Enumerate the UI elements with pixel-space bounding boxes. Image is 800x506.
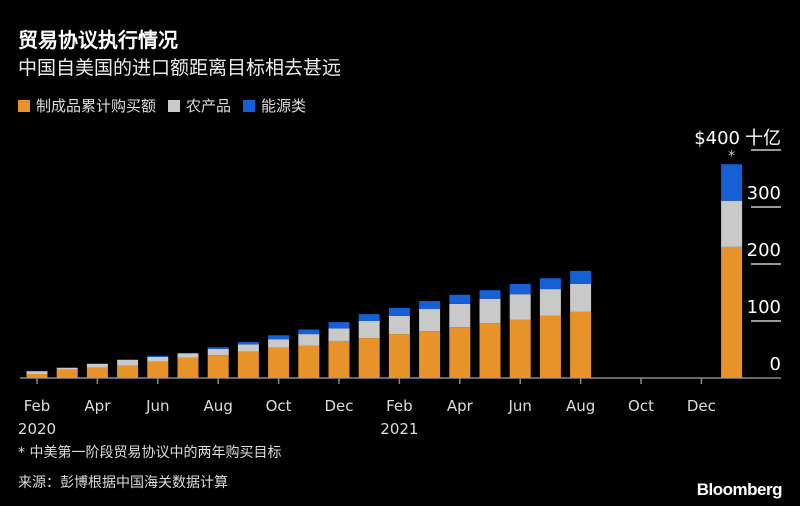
bar-agriculture (358, 321, 380, 339)
y-tick-label: 300 (747, 183, 781, 204)
y-tick-label: 200 (747, 240, 781, 261)
x-tick-label: Aug (566, 397, 595, 415)
bar-manufactured (207, 355, 229, 378)
bar-agriculture (207, 348, 229, 356)
x-tick-label: Dec (324, 397, 353, 415)
bar-agriculture (117, 359, 139, 366)
x-tick-label: Oct (266, 397, 292, 415)
bar-energy (147, 355, 169, 357)
bar-manufactured (419, 331, 441, 378)
bar-manufactured (479, 323, 501, 378)
y-tick-label: 100 (747, 297, 781, 318)
x-tick-year: 2020 (18, 420, 56, 438)
bar-energy (268, 335, 290, 340)
x-tick-label: Jun (507, 397, 531, 415)
bar-energy (509, 283, 531, 295)
x-tick-label: Aug (204, 397, 233, 415)
legend: 制成品累计购买额 农产品 能源类 (18, 95, 306, 116)
bar-agriculture (570, 283, 592, 312)
bar-agriculture (147, 356, 169, 362)
bar-agriculture (56, 367, 78, 370)
bar-energy (419, 301, 441, 310)
bar-agriculture (419, 309, 441, 332)
bar-agriculture (298, 334, 320, 346)
y-axis-unit: 十亿 (745, 128, 781, 149)
bar-energy (479, 290, 501, 299)
bar-energy (237, 342, 259, 345)
bar-agriculture (237, 344, 259, 352)
legend-item-manufactured: 制成品累计购买额 (18, 95, 156, 116)
y-tick-label: 0 (770, 354, 781, 375)
bar-agriculture (328, 328, 350, 341)
bar-manufactured (388, 334, 410, 378)
legend-label: 农产品 (186, 97, 232, 115)
source-note: 来源：彭博根据中国海关数据计算 (18, 475, 228, 491)
bar-agriculture (388, 315, 410, 335)
bar-energy (177, 352, 199, 354)
bar-agriculture (177, 353, 199, 358)
bar-manufactured (298, 345, 320, 378)
bar-agriculture (26, 371, 48, 375)
bar-energy (388, 307, 410, 316)
target-bar-manufactured (721, 246, 743, 378)
bar-energy (358, 314, 380, 321)
legend-item-energy: 能源类 (243, 95, 306, 116)
target-asterisk: * (728, 148, 735, 164)
bar-energy (449, 294, 471, 304)
x-tick-label: Apr (84, 397, 111, 415)
legend-label: 能源类 (261, 97, 307, 115)
y-tick-label: $400 (694, 128, 740, 149)
bar-energy (328, 322, 350, 329)
target-bar-energy (721, 164, 743, 201)
bar-manufactured (328, 340, 350, 378)
x-tick-label: Apr (447, 397, 474, 415)
chart-title: 贸易协议执行情况 (18, 28, 178, 52)
bar-agriculture (479, 298, 501, 324)
bar-agriculture (509, 294, 531, 320)
x-tick-label: Feb (386, 397, 413, 415)
bar-manufactured (117, 365, 139, 378)
x-tick-label: Dec (687, 397, 716, 415)
bar-manufactured (86, 367, 108, 378)
x-tick-year: 2021 (380, 420, 418, 438)
bloomberg-logo: Bloomberg (696, 480, 783, 499)
bar-manufactured (539, 315, 561, 378)
bar-energy (298, 329, 320, 335)
bar-agriculture (539, 289, 561, 316)
footnote: * 中美第一阶段贸易协议中的两年购买目标 (18, 445, 282, 461)
bar-agriculture (268, 339, 290, 348)
bar-manufactured (237, 351, 259, 378)
bar-manufactured (358, 338, 380, 378)
bar-manufactured (509, 319, 531, 378)
bar-manufactured (449, 327, 471, 378)
chart-subtitle: 中国自美国的进口额距离目标相去甚远 (18, 57, 342, 79)
bar-agriculture (449, 303, 471, 328)
bar-manufactured (147, 361, 169, 378)
bar-manufactured (26, 374, 48, 378)
legend-swatch (243, 99, 256, 112)
legend-swatch (168, 99, 181, 112)
legend-item-agriculture: 农产品 (168, 95, 231, 116)
bar-manufactured (570, 311, 592, 378)
bar-energy (570, 270, 592, 284)
target-bar-agriculture (721, 200, 743, 247)
legend-label: 制成品累计购买额 (36, 97, 157, 115)
bar-energy (539, 278, 561, 290)
bar-agriculture (86, 363, 108, 368)
legend-swatch (18, 99, 30, 112)
bar-manufactured (56, 369, 78, 378)
bar-manufactured (177, 357, 199, 378)
bar-energy (207, 347, 229, 349)
x-tick-label: Jun (145, 397, 169, 415)
bar-manufactured (268, 347, 290, 378)
x-tick-label: Feb (24, 397, 51, 415)
x-tick-label: Oct (628, 397, 654, 415)
